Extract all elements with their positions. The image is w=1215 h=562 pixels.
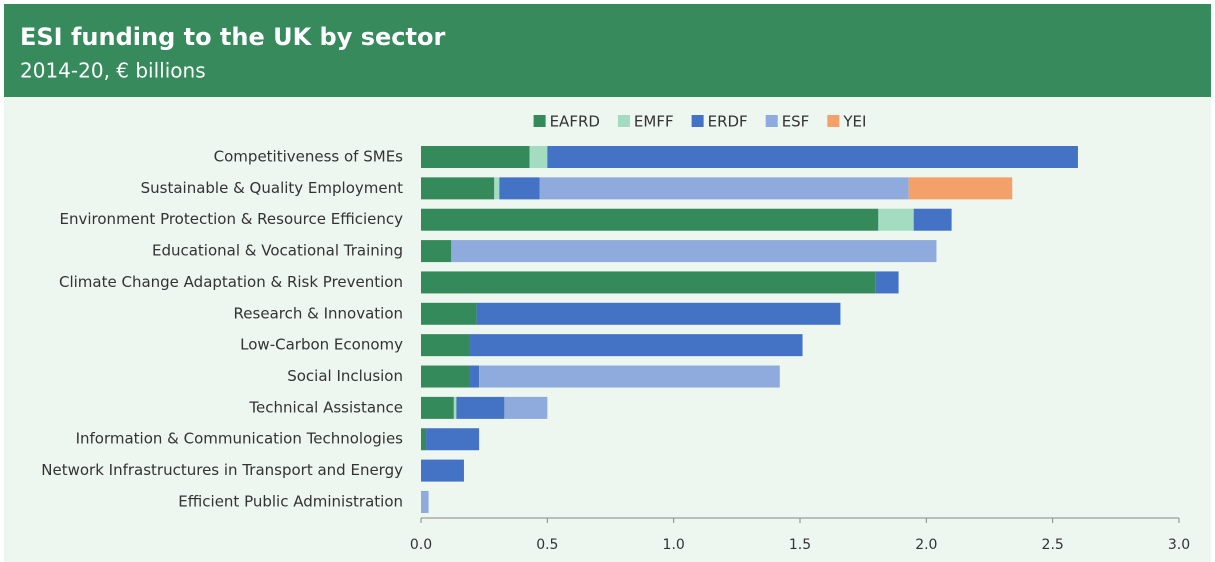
category-label: Information & Communication Technologies — [76, 430, 404, 448]
bar-segment — [875, 271, 899, 294]
bar-segment — [421, 271, 876, 294]
bar-segment — [479, 365, 780, 388]
legend-swatch — [827, 115, 840, 127]
legend-label: EAFRD — [550, 113, 600, 131]
x-tick-label: 1.5 — [789, 537, 811, 553]
bar-segment — [499, 177, 540, 200]
plot-background — [4, 97, 1211, 562]
legend-label: YEI — [842, 113, 866, 131]
category-label: Social Inclusion — [287, 367, 403, 385]
category-label: Environment Protection & Resource Effici… — [60, 210, 404, 228]
bar-segment — [469, 334, 803, 357]
category-label: Technical Assistance — [248, 398, 403, 416]
bar-segment — [426, 428, 480, 451]
x-tick-label: 3.0 — [1168, 537, 1190, 553]
bar-segment — [539, 177, 909, 200]
bar-segment — [421, 146, 530, 168]
bar-segment — [421, 396, 454, 419]
bar-segment — [476, 302, 841, 325]
category-label: Research & Innovation — [234, 304, 403, 322]
header-band — [4, 4, 1211, 97]
bar-segment — [421, 334, 470, 357]
legend-swatch — [617, 115, 630, 127]
category-label: Competitiveness of SMEs — [214, 148, 404, 166]
chart-title: ESI funding to the UK by sector — [20, 23, 445, 51]
category-label: Network Infrastructures in Transport and… — [41, 461, 403, 479]
bar-segment — [421, 365, 470, 388]
bar-segment — [908, 177, 1013, 200]
legend-swatch — [691, 115, 704, 127]
bar-segment — [421, 302, 477, 325]
bar-segment — [494, 177, 500, 200]
bar-segment — [451, 240, 937, 263]
chart-subtitle: 2014-20, € billions — [20, 59, 206, 83]
category-label: Efficient Public Administration — [178, 492, 403, 510]
x-tick-label: 0.0 — [410, 537, 432, 553]
x-tick-label: 1.0 — [663, 537, 685, 553]
legend-swatch — [765, 115, 778, 127]
x-tick-label: 2.0 — [915, 537, 937, 553]
bar-segment — [421, 208, 879, 231]
legend-label: ERDF — [708, 113, 748, 131]
legend-swatch — [533, 115, 546, 127]
bar-segment — [529, 146, 548, 168]
bar-segment — [504, 396, 548, 419]
bar-segment — [421, 240, 452, 263]
bar-segment — [456, 396, 505, 419]
category-label: Low-Carbon Economy — [240, 336, 403, 354]
category-label: Sustainable & Quality Employment — [141, 179, 403, 197]
bar-segment — [453, 396, 457, 419]
bar-segment — [421, 490, 429, 513]
bar-segment — [913, 208, 952, 231]
bar-segment — [421, 177, 495, 200]
x-tick-label: 2.5 — [1042, 537, 1064, 553]
bar-segment — [547, 146, 1078, 168]
legend-label: ESF — [782, 113, 810, 131]
legend-label: EMFF — [634, 113, 674, 131]
x-tick-label: 0.5 — [536, 537, 558, 553]
bar-segment — [878, 208, 914, 231]
bar-segment — [469, 365, 480, 388]
category-label: Climate Change Adaptation & Risk Prevent… — [59, 273, 403, 291]
category-label: Educational & Vocational Training — [152, 242, 403, 260]
bar-segment — [421, 428, 427, 451]
bar-segment — [421, 459, 464, 482]
